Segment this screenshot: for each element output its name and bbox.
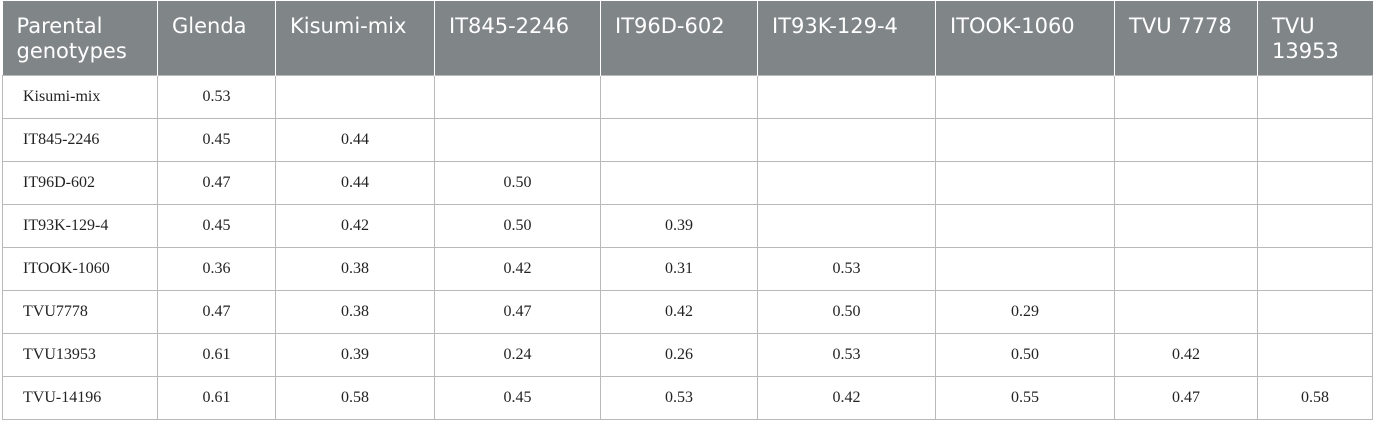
table-row: Kisumi-mix 0.53 [2,75,1373,119]
table-body: Kisumi-mix 0.53 IT845-2246 0.45 0.44 IT96D-60… [2,75,1373,420]
empty-cell [1257,247,1373,291]
empty-cell [757,118,936,162]
empty-cell [1257,118,1373,162]
value-cell: 0.45 [434,376,601,420]
table-row: ITOOK-1060 0.36 0.38 0.42 0.31 0.53 [2,247,1373,291]
value-cell: 0.50 [434,204,601,248]
empty-cell [935,247,1115,291]
header-cell: TVU 13953 [1257,1,1373,76]
empty-cell [935,161,1115,205]
row-label: Kisumi-mix [2,75,158,119]
value-cell: 0.53 [757,333,936,377]
row-label: IT93K-129-4 [2,204,158,248]
empty-cell [1114,290,1258,334]
value-cell: 0.61 [157,376,276,420]
empty-cell [1257,333,1373,377]
header-cell: IT93K-129-4 [757,1,936,76]
empty-cell [1257,161,1373,205]
value-cell: 0.45 [157,118,276,162]
value-cell: 0.47 [1114,376,1258,420]
empty-cell [757,161,936,205]
value-cell: 0.42 [434,247,601,291]
empty-cell [434,75,601,119]
table-row: TVU13953 0.61 0.39 0.24 0.26 0.53 0.50 0.42 [2,333,1373,377]
value-cell: 0.50 [434,161,601,205]
value-cell: 0.42 [757,376,936,420]
value-cell: 0.36 [157,247,276,291]
empty-cell [600,118,758,162]
row-label: ITOOK-1060 [2,247,158,291]
table-row: IT93K-129-4 0.45 0.42 0.50 0.39 [2,204,1373,248]
row-label: TVU13953 [2,333,158,377]
empty-cell [1114,247,1258,291]
header-cell: TVU 7778 [1114,1,1258,76]
table-row: TVU7778 0.47 0.38 0.47 0.42 0.50 0.29 [2,290,1373,334]
table-row: IT845-2246 0.45 0.44 [2,118,1373,162]
empty-cell [1114,161,1258,205]
empty-cell [757,204,936,248]
value-cell: 0.45 [157,204,276,248]
value-cell: 0.53 [757,247,936,291]
header-cell: Parental genotypes [2,1,158,76]
value-cell: 0.42 [275,204,435,248]
value-cell: 0.58 [1257,376,1373,420]
value-cell: 0.39 [600,204,758,248]
value-cell: 0.53 [600,376,758,420]
value-cell: 0.44 [275,118,435,162]
value-cell: 0.38 [275,290,435,334]
empty-cell [434,118,601,162]
value-cell: 0.26 [600,333,758,377]
value-cell: 0.44 [275,161,435,205]
header-cell: IT96D-602 [600,1,758,76]
value-cell: 0.50 [757,290,936,334]
header-cell: Kisumi-mix [275,1,435,76]
value-cell: 0.58 [275,376,435,420]
table-row: TVU-14196 0.61 0.58 0.45 0.53 0.42 0.55 0.47 0.5… [2,376,1373,420]
value-cell: 0.24 [434,333,601,377]
header-cell: ITOOK-1060 [935,1,1115,76]
empty-cell [757,75,936,119]
row-label: TVU-14196 [2,376,158,420]
row-label: IT845-2246 [2,118,158,162]
header-cell: Glenda [157,1,276,76]
value-cell: 0.50 [935,333,1115,377]
empty-cell [1257,290,1373,334]
header-cell: IT845-2246 [434,1,601,76]
empty-cell [1257,204,1373,248]
value-cell: 0.55 [935,376,1115,420]
value-cell: 0.47 [157,161,276,205]
row-label: IT96D-602 [2,161,158,205]
empty-cell [1114,204,1258,248]
empty-cell [935,204,1115,248]
value-cell: 0.42 [600,290,758,334]
row-label: TVU7778 [2,290,158,334]
empty-cell [275,75,435,119]
empty-cell [935,118,1115,162]
value-cell: 0.53 [157,75,276,119]
empty-cell [1257,75,1373,119]
table-row: IT96D-602 0.47 0.44 0.50 [2,161,1373,205]
empty-cell [935,75,1115,119]
empty-cell [600,75,758,119]
value-cell: 0.42 [1114,333,1258,377]
empty-cell [1114,118,1258,162]
value-cell: 0.29 [935,290,1115,334]
empty-cell [600,161,758,205]
value-cell: 0.31 [600,247,758,291]
value-cell: 0.39 [275,333,435,377]
header-row: Parental genotypes Glenda Kisumi-mix IT845-… [2,1,1373,76]
empty-cell [1114,75,1258,119]
value-cell: 0.38 [275,247,435,291]
value-cell: 0.47 [434,290,601,334]
value-cell: 0.47 [157,290,276,334]
value-cell: 0.61 [157,333,276,377]
